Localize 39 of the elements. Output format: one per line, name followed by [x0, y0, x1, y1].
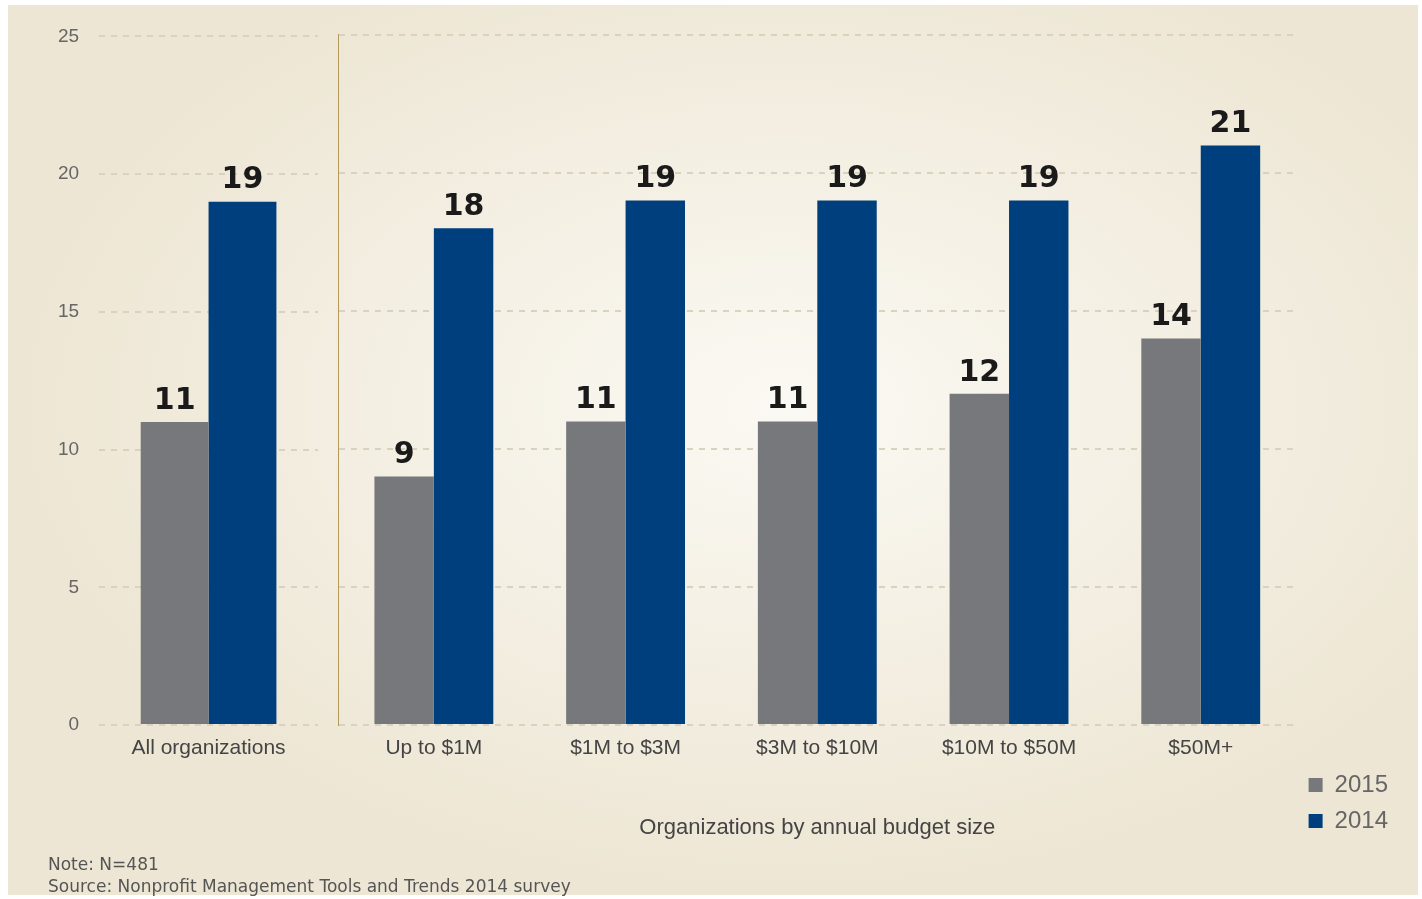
y-tick-label: 25 [57, 24, 80, 46]
y-tick-label: 20 [57, 162, 80, 184]
data-label: 21 [1209, 104, 1252, 140]
data-label: 11 [153, 380, 196, 416]
data-label: 19 [634, 159, 677, 195]
data-label: 12 [958, 352, 1001, 388]
x-tick-label: $50M+ [1168, 735, 1234, 759]
y-tick-label: 10 [57, 437, 80, 459]
bar [625, 200, 686, 724]
x-axis-title: Organizations by annual budget size [639, 813, 996, 839]
data-label: 11 [766, 380, 809, 416]
source-note: Source: Nonprofit Management Tools and Trends 2014 survey [48, 875, 571, 897]
y-tick-label: 5 [68, 575, 80, 597]
data-label: 19 [221, 160, 264, 196]
legend-label: 2015 [1334, 769, 1388, 797]
bar [566, 421, 626, 724]
data-label: 9 [393, 435, 415, 471]
x-tick-label: All organizations [131, 735, 286, 759]
x-tick-label: $3M to $10M [756, 735, 879, 759]
bar [757, 421, 818, 724]
text: Note: N=481 [48, 853, 160, 875]
bar [949, 393, 1010, 724]
bar [374, 476, 434, 724]
x-tick-label: $10M to $50M [941, 735, 1077, 759]
data-label: 19 [826, 159, 868, 195]
bar [817, 200, 877, 724]
data-label: 14 [1150, 297, 1192, 333]
data-label: 11 [574, 380, 617, 416]
bar [1009, 200, 1069, 724]
x-tick-label: $1M to $3M [570, 735, 682, 759]
bar [1141, 338, 1201, 724]
y-tick-label: 0 [68, 713, 80, 735]
bar [1200, 145, 1261, 724]
bar [433, 228, 494, 724]
data-label: 18 [442, 187, 485, 222]
y-tick-label: 15 [57, 300, 80, 322]
data-label: 19 [1017, 159, 1060, 195]
legend-label: 2014 [1334, 805, 1388, 833]
x-tick-label: Up to $1M [385, 735, 483, 759]
